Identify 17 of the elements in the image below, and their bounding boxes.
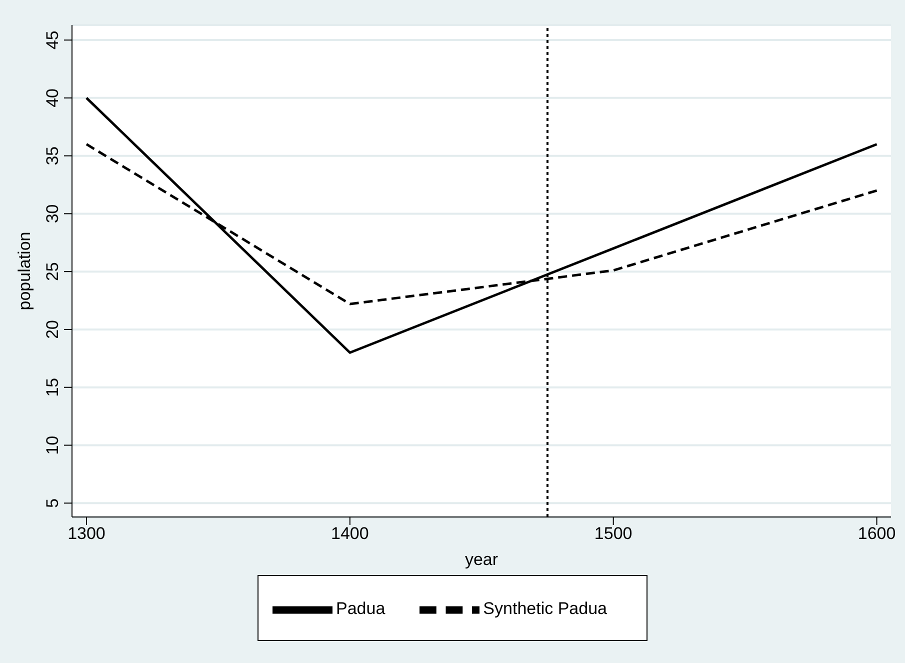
legend-label: Synthetic Padua	[483, 599, 607, 618]
y-tick-label: 30	[43, 204, 62, 224]
x-tick-label: 1300	[68, 524, 106, 544]
x-axis-title: year	[464, 550, 498, 569]
y-tick-label: 40	[43, 88, 62, 108]
y-tick-label: 45	[43, 30, 62, 50]
y-axis-title: population	[15, 232, 34, 310]
x-tick-label: 1400	[331, 524, 369, 544]
y-tick-label: 20	[43, 320, 62, 339]
x-tick-label: 1600	[858, 524, 896, 544]
y-tick-label: 35	[43, 146, 62, 166]
y-tick-label: 5	[43, 498, 62, 508]
y-tick-label: 10	[43, 436, 62, 455]
y-tick-label: 15	[43, 378, 62, 397]
y-tick-label: 25	[43, 262, 62, 282]
legend-label: Padua	[336, 599, 386, 618]
x-tick-label: 1500	[594, 524, 632, 544]
